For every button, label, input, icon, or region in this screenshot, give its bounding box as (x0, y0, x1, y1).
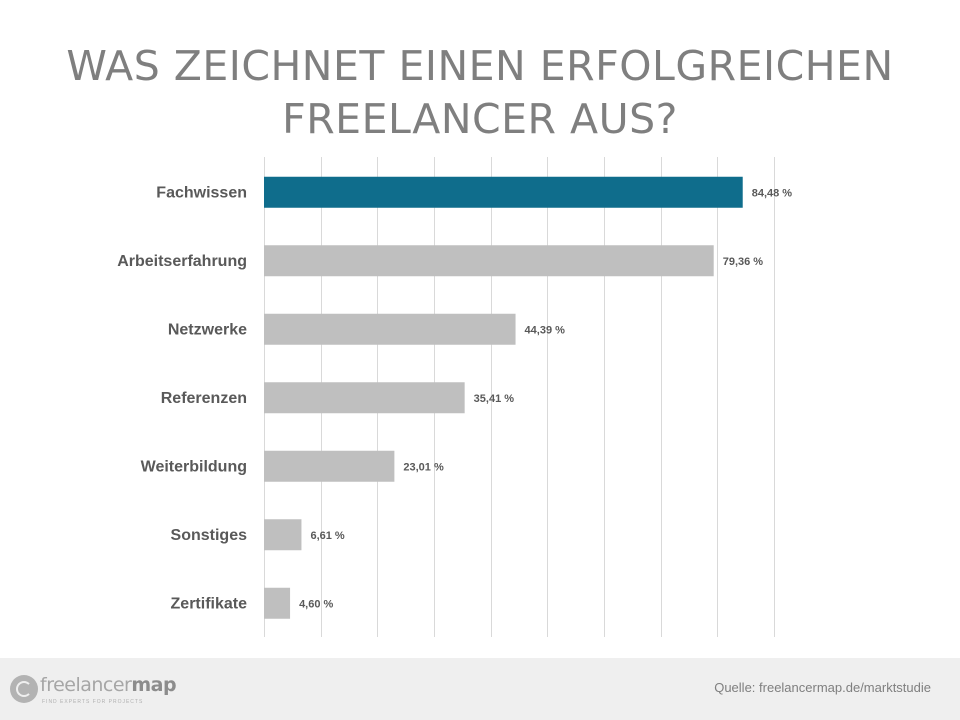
footer: freelancermap FIND EXPERTS FOR PROJECTS … (0, 658, 960, 720)
logo-icon (10, 675, 38, 703)
data-label: 23,01 % (403, 461, 444, 473)
data-label: 84,48 % (752, 187, 793, 199)
bar (264, 587, 291, 619)
category-label: Zertifikate (171, 595, 248, 612)
chart-title-line-2: FREELANCER AUS? (282, 95, 678, 143)
bar (264, 176, 743, 208)
logo-tagline: FIND EXPERTS FOR PROJECTS (42, 699, 144, 705)
bar (264, 450, 395, 482)
chart-title-line-1: WAS ZEICHNET EINEN ERFOLGREICHEN (66, 42, 894, 90)
freelancermap-logo: freelancermap FIND EXPERTS FOR PROJECTS (10, 672, 210, 708)
category-label: Netzwerke (168, 321, 247, 338)
bar (264, 245, 714, 277)
data-label: 35,41 % (474, 393, 515, 405)
category-label: Referenzen (161, 390, 247, 407)
bar (264, 382, 465, 414)
data-label: 79,36 % (723, 256, 764, 268)
chart-title: WAS ZEICHNET EINEN ERFOLGREICHEN FREELAN… (0, 40, 960, 146)
data-label: 44,39 % (525, 324, 566, 336)
bar-chart: Fachwissen 84,48 % Arbeitserfahrung 79,36 %… (117, 157, 793, 637)
logo-wordmark: freelancermap (40, 674, 177, 696)
bar (264, 313, 516, 345)
data-label: 4,60 % (299, 598, 333, 610)
bar (264, 519, 302, 551)
data-label: 6,61 % (310, 530, 344, 542)
category-label: Sonstiges (171, 527, 248, 544)
category-label: Weiterbildung (141, 458, 247, 475)
category-label: Arbeitserfahrung (117, 253, 247, 270)
source-note: Quelle: freelancermap.de/marktstudie (714, 680, 931, 695)
category-label: Fachwissen (156, 184, 247, 201)
